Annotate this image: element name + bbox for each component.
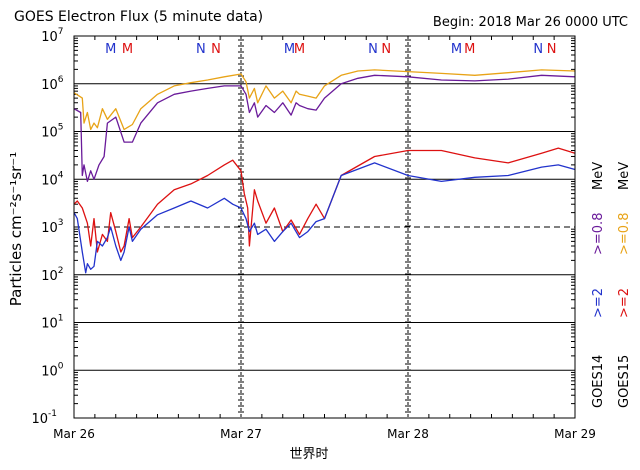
legend-unit: MeV: [617, 162, 632, 190]
y-tick-label: 103: [41, 218, 63, 236]
y-tick-label: 100: [41, 361, 64, 379]
series-line-2: [73, 147, 576, 253]
series-layer: [73, 69, 576, 274]
begin-label: Begin: 2018 Mar 26 0000 UTC: [433, 15, 628, 30]
event-marker: N: [368, 42, 378, 57]
y-tick-label: 105: [41, 123, 63, 141]
series-line-0: [73, 69, 576, 131]
series-line-3: [73, 162, 576, 274]
event-marker: M: [122, 42, 133, 57]
legend-entry: >=0.8: [591, 213, 606, 255]
y-tick-label: 101: [41, 314, 63, 332]
y-tick-label: 102: [41, 266, 63, 284]
text-layer: GOES Electron Flux (5 minute data) Begin…: [7, 9, 628, 462]
legend-satellite: GOES15: [617, 355, 632, 408]
event-marker: N: [381, 42, 391, 57]
plot-frame: [73, 35, 576, 419]
legend-entry: >=2: [617, 288, 632, 318]
y-tick-label: 104: [41, 170, 64, 188]
event-marker: M: [284, 42, 295, 57]
y-tick-label: 10-1: [31, 409, 57, 427]
event-marker: N: [211, 42, 221, 57]
grid-layer: [74, 36, 575, 418]
y-tick-label: 107: [41, 27, 63, 45]
event-marker: M: [451, 42, 462, 57]
event-marker: M: [105, 42, 116, 57]
legend-entry: >=0.8: [617, 213, 632, 255]
legend-entry: >=2: [591, 288, 606, 318]
event-marker: M: [464, 42, 475, 57]
x-tick-label: Mar 29: [554, 427, 596, 441]
series-line-1: [73, 74, 576, 183]
chart-title: GOES Electron Flux (5 minute data): [14, 9, 263, 25]
x-axis-label: 世界时: [289, 447, 328, 462]
legend: GOES14 >=2 >=0.8 GOES15 >=2 >=0.8 MeV MeV: [591, 162, 632, 408]
event-marker: M: [294, 42, 305, 57]
event-marker: N: [196, 42, 206, 57]
event-marker: N: [547, 42, 557, 57]
y-axis-label: Particles cm⁻²s⁻¹sr⁻¹: [7, 152, 25, 306]
event-marker: N: [533, 42, 543, 57]
x-tick-label: Mar 28: [387, 427, 429, 441]
legend-satellite: GOES14: [591, 355, 606, 408]
y-tick-label: 106: [41, 75, 64, 93]
x-tick-label: Mar 27: [220, 427, 262, 441]
legend-unit: MeV: [591, 162, 606, 190]
x-tick-label: Mar 26: [53, 427, 95, 441]
